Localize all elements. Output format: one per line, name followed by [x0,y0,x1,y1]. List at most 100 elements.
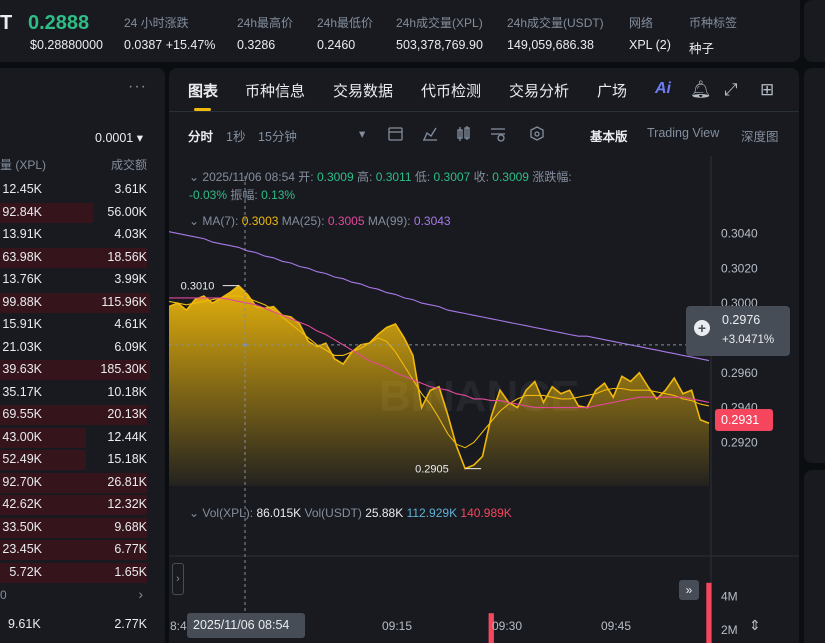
order-book-row[interactable]: 52.49K 15.18K [0,448,165,470]
row-total: 18.56K [107,249,147,264]
order-book-row[interactable]: 63.98K 18.56K [0,246,165,268]
order-book-row[interactable]: 23.45K 6.77K [0,538,165,560]
ohlc-change: -0.03% [189,188,228,202]
right-panel [804,68,825,463]
plus-icon[interactable]: + [694,320,710,336]
view-basic[interactable]: 基本版 [590,130,628,144]
row-total: 12.44K [107,429,147,444]
col-qty-header: 量 (XPL) [0,158,47,172]
indicator-icon [423,127,437,141]
order-book-row[interactable]: 35.17K 10.18K [0,381,165,403]
view-depth[interactable]: 深度图 [741,130,779,144]
vol-xpl-label: Vol(XPL): [202,506,254,520]
row-total: 56.00K [107,204,147,219]
row-total: 3.99K [114,272,147,286]
row-qty: 13.91K [2,227,42,241]
row-qty: 99.88K [2,294,42,309]
order-book-row[interactable]: 12.45K 3.61K [0,178,165,200]
vol-usdt-value: 25.88K [365,506,404,520]
time-tick: 09:30 [492,619,523,633]
ohlc-open: 0.3009 [316,170,354,184]
price-chart[interactable]: BINANCE0.30400.30200.30000.29600.29400.2… [169,156,799,643]
ohlc-high: 0.3011 [375,170,412,184]
tab-trade-analysis[interactable]: 交易分析 [509,83,570,100]
time-tick: 09:15 [382,619,413,633]
tab-trade-data[interactable]: 交易数据 [333,83,394,100]
tab-coin-info[interactable]: 币种信息 [245,83,306,100]
interval-dropdown-icon[interactable]: ▾ [359,127,366,141]
tab-chart[interactable]: 图表 [188,83,219,100]
row-total: 12.32K [107,497,147,511]
order-book-row[interactable]: 92.84K 56.00K [0,201,165,223]
order-book-row[interactable]: 39.63K 185.30K [0,358,165,380]
last-price: 0.2888 [28,12,90,34]
order-book-row[interactable]: 33.50K 9.68K [0,516,165,538]
interval-1s[interactable]: 1秒 [226,130,246,144]
row-total: 10.18K [107,384,147,399]
ma25-label: MA(25): [281,214,325,228]
chart-tabs: 图表 币种信息 交易数据 代币检测 交易分析 广场 Ai 🔔︎ ⤢ ⊞ [169,68,799,112]
row-qty: 12.45K [2,182,42,196]
chevron-right-icon[interactable]: › [138,586,143,602]
tab-square[interactable]: 广场 [597,83,628,100]
order-book-row[interactable]: 15.91K 4.61K [0,313,165,335]
chevron-right-icon[interactable]: › [172,563,184,595]
row-qty: 15.91K [2,317,42,331]
order-book-row[interactable]: 21.03K 6.09K [0,336,165,358]
scroll-right-icon[interactable]: » [679,580,699,600]
hover-price-tag[interactable]: + 0.2976 +3.0471% [686,306,790,356]
ma25-value: 0.3005 [327,214,365,228]
interval-time-sharing[interactable]: 分时 [188,130,214,144]
order-book-row[interactable]: 5.72K 1.65K [0,561,165,583]
bottom-row-qty: 9.61K [8,617,41,631]
ohlc-close-label: 收: [473,170,489,184]
ohlc-low: 0.3007 [433,170,471,184]
order-book-row[interactable]: 69.55K 20.13K [0,403,165,425]
row-total: 15.18K [107,452,147,466]
row-qty: 92.70K [2,474,42,489]
precision-select[interactable]: 0.0001 ▾ [95,131,143,145]
chevron-down-icon[interactable]: ⌄ [189,214,203,228]
order-book-row[interactable]: 99.88K 115.96K [0,291,165,313]
chevron-down-icon[interactable]: ⌄ [189,506,203,520]
order-book-row[interactable]: 13.76K 3.99K [0,268,165,290]
order-book-row[interactable]: 42.62K 12.32K [0,493,165,515]
stat-value: 种子 [689,42,715,56]
order-book-row[interactable]: 43.00K 12.44K [0,426,165,448]
ma25-line [169,297,710,409]
row-qty: 63.98K [2,249,42,264]
depth-bar [0,540,147,560]
depth-bar [0,292,150,313]
stat-label: 币种标签 [689,16,738,30]
order-book-row[interactable]: 92.70K 26.81K [0,471,165,493]
crosshair-time-label: 2025/11/06 08:54 [187,613,305,638]
expand-icon[interactable]: ⤢ [724,80,738,99]
stat-value: 149,059,686.38 [507,38,594,52]
vol-ma1-value: 112.929K [406,506,458,520]
bell-icon[interactable]: 🔔︎ [690,80,712,99]
crosshair-point [243,342,247,347]
row-total: 1.65K [114,564,147,579]
col-total-header: 成交额 [110,158,147,172]
grid-apps-icon[interactable]: ⊞ [760,80,775,99]
ticker-stat: 24h成交量(USDT) 149,059,686.38 [507,14,604,52]
time-tick: 09:45 [601,619,632,633]
order-book-row[interactable]: 13.91K 4.03K [0,223,165,245]
depth-bar [0,202,93,223]
ai-button[interactable]: Ai [655,80,671,97]
vertical-resize-icon[interactable]: ⇕ [749,617,761,633]
row-qty: 13.76K [2,272,42,286]
stat-value: XPL (2) [629,38,671,52]
view-tradingview[interactable]: Trading View [647,126,720,140]
row-total: 20.13K [107,407,147,421]
tab-token-check[interactable]: 代币检测 [421,83,482,100]
row-total: 185.30K [100,362,147,376]
ma7-line [169,295,710,449]
last-price-tag: 0.2931 [715,409,773,431]
high-marker: 0.3010 [181,281,215,293]
more-dots-icon[interactable]: ··· [128,78,147,95]
stat-value: 0.2460 [317,38,356,52]
chevron-down-icon[interactable]: ⌄ [189,170,203,184]
ticker-stat: 币种标签 种子 [689,14,737,57]
interval-15m[interactable]: 15分钟 [258,130,297,144]
